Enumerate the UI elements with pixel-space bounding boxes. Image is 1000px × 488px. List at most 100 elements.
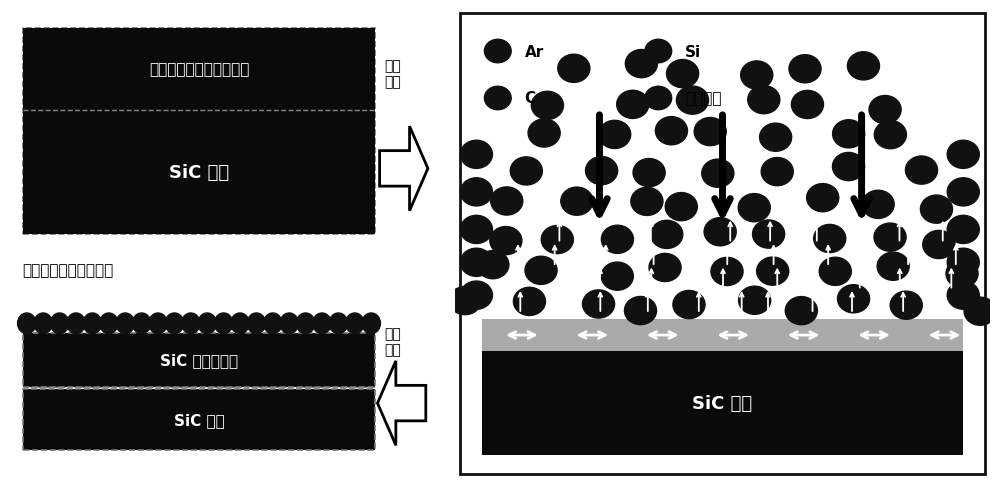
Circle shape [599, 121, 631, 149]
Circle shape [753, 221, 785, 249]
Bar [23, 389, 375, 450]
Circle shape [890, 291, 922, 320]
Circle shape [704, 218, 736, 246]
Text: 循环
加热: 循环 加热 [384, 59, 401, 89]
Bar [482, 319, 963, 352]
Bar [23, 333, 375, 387]
Circle shape [601, 226, 633, 254]
Circle shape [83, 313, 102, 334]
Circle shape [869, 96, 901, 124]
Circle shape [760, 124, 792, 152]
Circle shape [346, 313, 364, 334]
Circle shape [624, 297, 657, 325]
Circle shape [874, 224, 906, 252]
Circle shape [631, 188, 663, 216]
Circle shape [449, 287, 481, 315]
Circle shape [214, 313, 233, 334]
Circle shape [528, 120, 560, 148]
Circle shape [814, 225, 846, 253]
Circle shape [601, 263, 633, 291]
Circle shape [964, 298, 996, 325]
Circle shape [947, 216, 979, 244]
Circle shape [280, 313, 298, 334]
Circle shape [819, 258, 851, 286]
Circle shape [18, 313, 36, 334]
Bar [23, 28, 375, 235]
Circle shape [34, 313, 52, 334]
Circle shape [833, 121, 865, 148]
Circle shape [702, 160, 734, 188]
Text: 金属原子: 金属原子 [685, 91, 722, 106]
Circle shape [625, 50, 657, 79]
Circle shape [460, 179, 492, 206]
Circle shape [362, 313, 380, 334]
Circle shape [741, 62, 773, 90]
Circle shape [525, 257, 557, 285]
Circle shape [460, 249, 492, 277]
Circle shape [923, 231, 955, 259]
Text: Ar: Ar [525, 44, 544, 60]
Circle shape [491, 187, 523, 216]
Text: SiC 衬底缓冲层: SiC 衬底缓冲层 [160, 352, 238, 367]
Circle shape [947, 282, 979, 309]
Circle shape [198, 313, 216, 334]
Circle shape [586, 157, 618, 185]
Circle shape [785, 297, 817, 325]
Circle shape [694, 118, 726, 146]
Circle shape [460, 141, 492, 169]
Circle shape [165, 313, 184, 334]
Circle shape [847, 53, 880, 81]
Circle shape [738, 194, 770, 223]
Circle shape [541, 226, 573, 254]
Circle shape [789, 56, 821, 83]
Circle shape [757, 258, 789, 285]
Circle shape [264, 313, 282, 334]
Circle shape [67, 313, 85, 334]
Circle shape [329, 313, 348, 334]
Circle shape [877, 253, 909, 281]
Circle shape [838, 285, 870, 313]
Circle shape [667, 61, 699, 88]
Circle shape [531, 92, 563, 120]
Circle shape [484, 40, 511, 63]
Bar [23, 28, 375, 111]
Circle shape [807, 184, 839, 212]
Text: 金属原子掺杂石墨烯层: 金属原子掺杂石墨烯层 [23, 263, 114, 278]
Bar [482, 352, 963, 455]
Circle shape [633, 159, 665, 187]
Text: SiC 基底: SiC 基底 [169, 164, 229, 182]
Circle shape [50, 313, 69, 334]
Circle shape [791, 91, 824, 119]
Circle shape [510, 158, 542, 185]
Circle shape [645, 87, 672, 110]
Circle shape [862, 191, 894, 219]
Text: 冷却
降温: 冷却 降温 [384, 326, 401, 356]
Circle shape [947, 249, 979, 277]
Circle shape [947, 179, 979, 206]
Circle shape [100, 313, 118, 334]
Text: SiC 衬底: SiC 衬底 [174, 412, 224, 427]
Circle shape [655, 117, 687, 145]
Circle shape [947, 141, 979, 169]
Circle shape [558, 55, 590, 83]
Circle shape [832, 153, 865, 181]
Circle shape [484, 87, 511, 110]
Circle shape [874, 122, 906, 149]
Circle shape [247, 313, 266, 334]
Circle shape [748, 86, 780, 115]
Circle shape [231, 313, 249, 334]
Circle shape [761, 158, 793, 186]
Circle shape [313, 313, 331, 334]
Circle shape [665, 193, 697, 221]
Circle shape [905, 157, 938, 185]
Circle shape [676, 87, 709, 115]
Circle shape [477, 251, 509, 279]
Circle shape [649, 254, 681, 282]
Circle shape [920, 196, 953, 224]
Circle shape [460, 216, 492, 244]
Circle shape [561, 188, 593, 216]
Circle shape [490, 227, 522, 255]
Text: Si: Si [685, 44, 701, 60]
Circle shape [673, 291, 705, 319]
Circle shape [651, 221, 683, 249]
